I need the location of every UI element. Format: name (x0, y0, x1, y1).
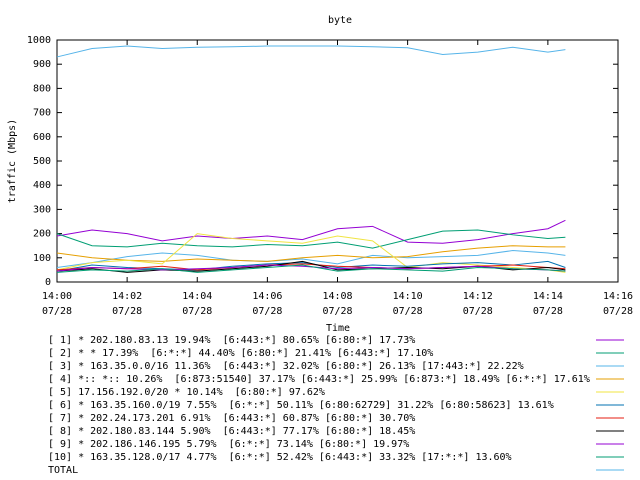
y-tick-label: 700 (33, 108, 51, 119)
legend-label: [ 1] * 202.180.83.13 19.94% [6:443:*] 80… (48, 335, 415, 346)
x-tick-label: 14:12 07/28 (463, 291, 493, 317)
y-tick-label: 500 (33, 156, 51, 167)
x-tick-label: 14:08 07/28 (322, 291, 352, 317)
x-tick-label: 14:10 07/28 (393, 291, 423, 317)
series-line (56, 229, 566, 249)
x-tick-label: 14:02 07/28 (112, 291, 142, 317)
y-tick-label: 800 (33, 83, 51, 94)
y-tick-label: 900 (33, 59, 51, 70)
legend-label: [10] * 163.35.128.0/17 4.77% [6:*:*] 52.… (48, 452, 512, 463)
legend-label: [ 6] * 163.35.160.0/19 7.55% [6:*:*] 50.… (48, 400, 554, 411)
legend-label: [ 7] * 202.24.173.201 6.91% [6:443:*] 60… (48, 413, 415, 424)
legend-label: [ 9] * 202.186.146.195 5.79% [6:*:*] 73.… (48, 439, 409, 450)
x-tick-label: 14:04 07/28 (182, 291, 212, 317)
series-line (56, 245, 566, 262)
y-tick-label: 0 (45, 277, 51, 288)
x-tick-label: 14:00 07/28 (42, 291, 72, 317)
series-line (56, 263, 566, 271)
y-axis-label: traffic (Mbps) (7, 119, 18, 203)
y-tick-label: 100 (33, 253, 51, 264)
series-line (56, 250, 566, 268)
series-line (56, 219, 566, 244)
series-line (56, 264, 566, 272)
legend-label: [ 5] 17.156.192.0/20 * 10.14% [6:80:*] 9… (48, 387, 325, 398)
legend-label: [ 4] *:: *:: 10.26% [6:873:51540] 37.17%… (48, 374, 590, 385)
y-tick-label: 400 (33, 180, 51, 191)
series-line (56, 45, 566, 58)
y-tick-label: 200 (33, 229, 51, 240)
legend-label: [ 2] * * 17.39% [6:*:*] 44.40% [6:80:*] … (48, 348, 433, 359)
chart-title: byte (328, 15, 352, 26)
x-tick-label: 14:14 07/28 (533, 291, 563, 317)
series-line (56, 264, 566, 273)
x-tick-label: 14:06 07/28 (252, 291, 282, 317)
series-line (56, 233, 566, 273)
x-axis-label: Time (326, 323, 350, 334)
legend-label: TOTAL (48, 465, 78, 476)
y-tick-label: 300 (33, 204, 51, 215)
legend-label: [ 8] * 202.180.83.144 5.90% [6:443:*] 77… (48, 426, 415, 437)
y-tick-label: 1000 (27, 35, 51, 46)
y-tick-label: 600 (33, 132, 51, 143)
x-tick-label: 14:16 07/28 (603, 291, 633, 317)
legend-label: [ 3] * 163.35.0.0/16 11.36% [6:443:*] 32… (48, 361, 524, 372)
